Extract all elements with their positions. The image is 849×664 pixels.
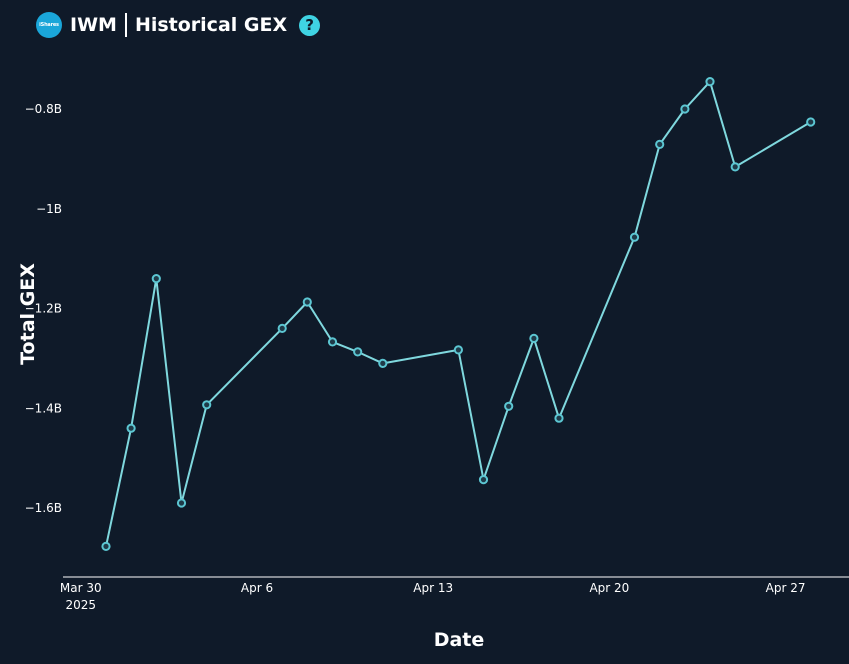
x-tick-label: Mar 30 bbox=[60, 581, 102, 595]
question-circle-icon[interactable]: ? bbox=[299, 14, 321, 36]
ishares-logo-icon: iShares bbox=[36, 12, 62, 38]
data-point bbox=[202, 400, 212, 410]
x-tick-label: Apr 27 bbox=[766, 581, 806, 595]
x-tick-label: Apr 6 bbox=[241, 581, 273, 595]
data-point bbox=[302, 297, 312, 307]
y-axis-title: Total GEX bbox=[17, 263, 39, 365]
data-point bbox=[705, 77, 715, 87]
data-point bbox=[378, 358, 388, 368]
series-line bbox=[105, 80, 812, 547]
data-point bbox=[554, 413, 564, 423]
x-axis-title: Date bbox=[434, 629, 485, 651]
y-tick-label: −0.8B bbox=[25, 102, 62, 116]
data-point bbox=[353, 347, 363, 357]
ticker-symbol: IWM bbox=[70, 14, 117, 36]
y-tick-label: −1B bbox=[36, 202, 62, 216]
y-tick-label: −1.4B bbox=[25, 401, 62, 415]
data-point bbox=[478, 475, 489, 485]
data-point bbox=[806, 117, 816, 127]
data-point bbox=[504, 401, 514, 411]
data-point bbox=[176, 498, 187, 508]
y-tick-label: −1.6B bbox=[25, 501, 62, 515]
x-tick-sublabel: 2025 bbox=[66, 598, 97, 612]
y-axis-ticks: −1.6B −1.4B −1.2B −1B −0.8B bbox=[25, 102, 62, 515]
chart-title: Historical GEX bbox=[134, 14, 288, 36]
x-axis-ticks: Mar 30 2025 Apr 6 Apr 13 Apr 20 Apr 27 bbox=[60, 581, 806, 612]
title-separator bbox=[124, 13, 127, 37]
data-point bbox=[730, 162, 740, 172]
series-group bbox=[101, 77, 816, 552]
data-point bbox=[277, 323, 287, 333]
logo-text: iShares bbox=[39, 22, 59, 28]
data-point bbox=[327, 337, 338, 347]
data-point bbox=[151, 274, 161, 284]
data-point bbox=[101, 541, 111, 552]
x-tick-label: Apr 20 bbox=[589, 581, 629, 595]
chart-header: iShares IWM Historical GEX ? bbox=[36, 10, 321, 40]
data-point bbox=[529, 333, 539, 343]
data-point bbox=[655, 139, 665, 149]
data-point bbox=[453, 345, 463, 355]
data-point bbox=[629, 232, 640, 242]
x-tick-label: Apr 13 bbox=[413, 581, 453, 595]
data-point bbox=[680, 104, 690, 114]
data-point bbox=[126, 423, 136, 433]
y-tick-label: −1.2B bbox=[25, 302, 62, 316]
